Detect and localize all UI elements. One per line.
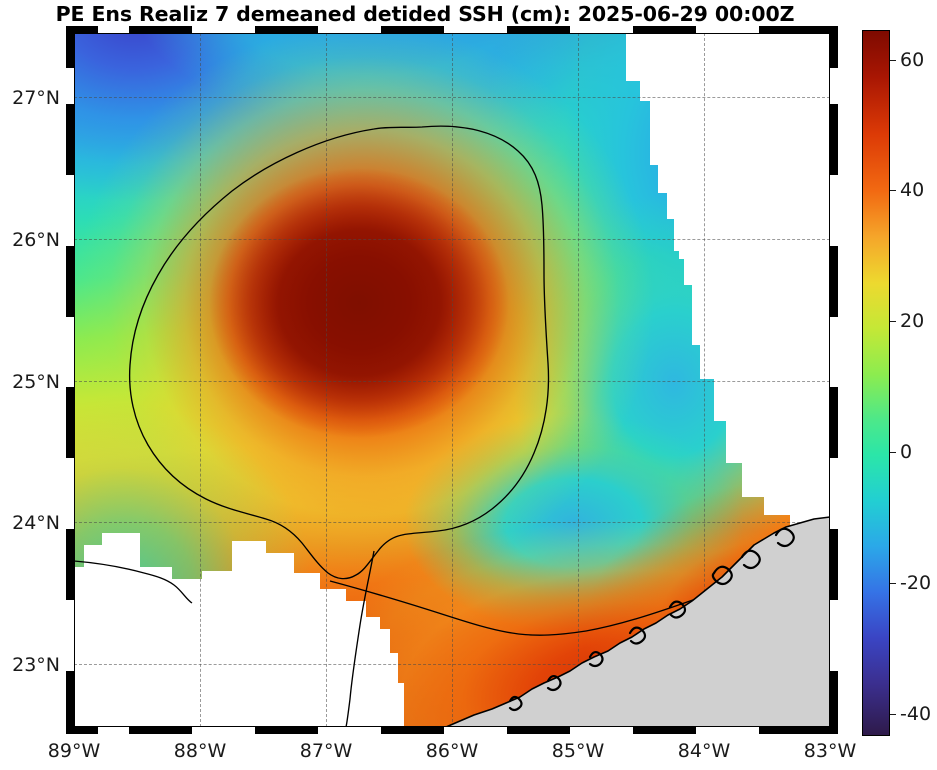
- map-frame: [66, 26, 838, 734]
- colorbar[interactable]: 60 40 20 0 -20 -40: [862, 30, 931, 736]
- mask-northeast-shelf-h: [692, 283, 830, 345]
- mask-southwest-shelf-l: [362, 617, 380, 727]
- ytick-label-25N: 25°N: [12, 371, 60, 393]
- mask-southwest-shelf-i: [290, 573, 320, 727]
- xtick-label-83W: 83°W: [803, 740, 857, 762]
- colorbar-tick-60: [890, 60, 896, 61]
- mask-southwest-shelf-f: [202, 571, 236, 727]
- xtick-label-86W: 86°W: [425, 740, 479, 762]
- ytick-label-27N: 27°N: [12, 87, 60, 109]
- gridline-lon-87: [326, 33, 327, 727]
- mask-northeast-shelf-i: [679, 229, 699, 259]
- gridline-lon-85: [578, 33, 579, 727]
- ytick-label-23N: 23°N: [12, 654, 60, 676]
- mask-southwest-shelf-h: [262, 553, 294, 727]
- mask-northeast-shelf-b: [640, 79, 830, 101]
- ssh-contour-branch-west: [74, 560, 193, 604]
- border-checker-top: [66, 26, 838, 33]
- mask-northeast-shelf-c: [650, 99, 830, 165]
- colorbar-label-neg40: -40: [900, 703, 932, 725]
- mask-northeast-shelf: [626, 33, 830, 81]
- mask-northeast-shelf-e: [667, 191, 830, 219]
- ytick-label-24N: 24°N: [12, 512, 60, 534]
- xtick-label-84W: 84°W: [677, 740, 731, 762]
- ssh-contour-branch-south: [345, 550, 375, 727]
- colorbar-label-40: 40: [900, 179, 925, 201]
- colorbar-tick-20: [890, 321, 896, 322]
- xtick-label-87W: 87°W: [299, 740, 353, 762]
- gridline-lat-24: [74, 522, 830, 523]
- mask-southwest-shelf-g: [232, 541, 266, 727]
- ytick-label-26N: 26°N: [12, 229, 60, 251]
- gridline-lat-26: [74, 239, 830, 240]
- mask-northeast-shelf-f: [674, 217, 830, 251]
- colorbar-label-0: 0: [900, 441, 913, 463]
- mask-northeast-shelf-j: [700, 343, 830, 379]
- gridline-lon-84: [704, 33, 705, 727]
- colorbar-label-neg20: -20: [900, 572, 932, 594]
- map-plot-area[interactable]: [74, 33, 830, 727]
- mask-northeast-shelf-n: [764, 495, 830, 515]
- vector-overlay: [74, 125, 830, 727]
- mask-northeast-shelf-m: [742, 461, 830, 497]
- gridline-lat-25: [74, 381, 830, 382]
- colorbar-tick-40: [890, 190, 896, 191]
- colorbar-gradient: [862, 30, 890, 736]
- page-title: PE Ens Realiz 7 demeaned detided SSH (cm…: [55, 2, 795, 26]
- mask-northeast-shelf-g: [684, 249, 830, 285]
- mask-southwest-shelf-j: [316, 589, 346, 727]
- gridline-lon-86: [452, 33, 453, 727]
- mask-southwest-shelf-d: [136, 567, 172, 727]
- cuba-landmass: [445, 516, 830, 727]
- mask-southwest-shelf-a: [74, 567, 104, 727]
- border-checker-bottom: [66, 727, 838, 734]
- gridline-lon-88: [200, 33, 201, 727]
- gridline-lat-27: [74, 97, 830, 98]
- xtick-label-89W: 89°W: [47, 740, 101, 762]
- mask-southwest-shelf-o: [394, 683, 404, 727]
- cuba-coastline-detail: [508, 527, 795, 712]
- xtick-label-85W: 85°W: [551, 740, 605, 762]
- mask-northeast-shelf-d: [658, 163, 830, 193]
- border-checker-right: [830, 26, 838, 734]
- ssh-contour-line: [128, 125, 550, 580]
- colorbar-tick-0: [890, 452, 896, 453]
- colorbar-tick-neg40: [890, 714, 896, 715]
- mask-northeast-shelf-k: [714, 377, 830, 421]
- colorbar-label-20: 20: [900, 310, 925, 332]
- xtick-label-88W: 88°W: [173, 740, 227, 762]
- colorbar-label-60: 60: [900, 49, 925, 71]
- border-checker-left: [66, 26, 74, 734]
- colorbar-tick-neg20: [890, 583, 896, 584]
- gridline-lat-23: [74, 664, 830, 665]
- mask-northeast-shelf-l: [726, 419, 830, 463]
